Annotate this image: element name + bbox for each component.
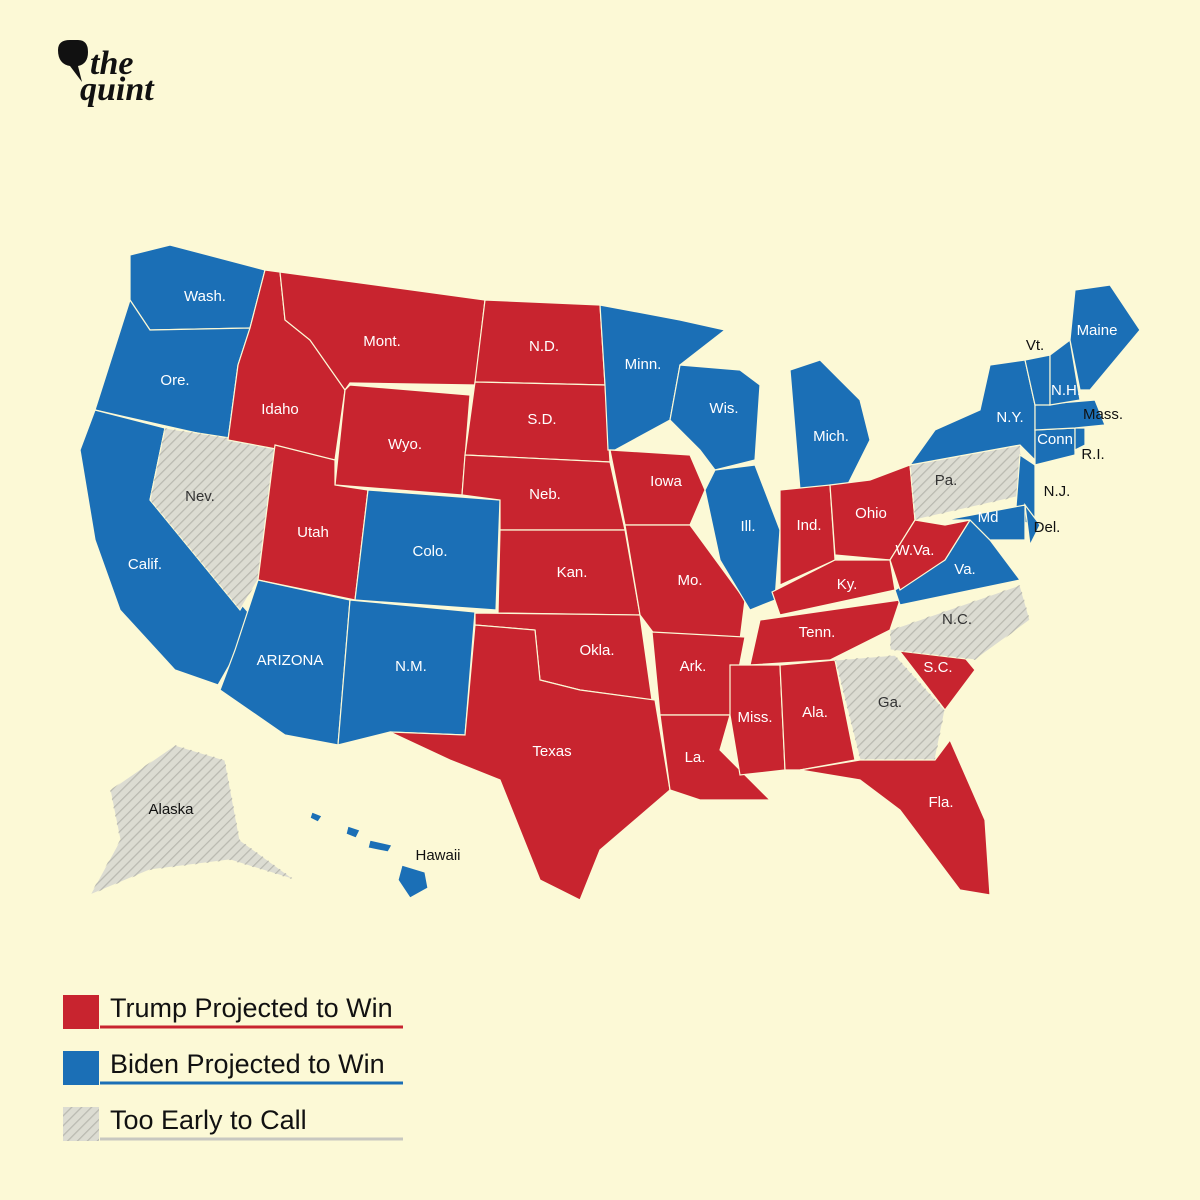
legend-swatch <box>63 995 99 1029</box>
state-label: Maine <box>1077 322 1118 339</box>
state-shape <box>771 559 896 616</box>
state-label: Md <box>978 509 999 526</box>
state-label: N.H. <box>1051 382 1081 399</box>
state-hatch <box>90 745 295 895</box>
state-label: Ore. <box>160 372 189 389</box>
state-label: S.D. <box>527 411 556 428</box>
state-label: Mont. <box>363 333 401 350</box>
state-label: Okla. <box>579 642 614 659</box>
state-shape <box>749 599 901 666</box>
logo-line1: the <box>90 45 133 82</box>
state-label: Ark. <box>680 658 707 675</box>
state-shape <box>354 489 501 611</box>
legend-hatch <box>63 1107 99 1141</box>
state-shape <box>367 839 393 853</box>
state-label: S.C. <box>923 659 952 676</box>
state-label: Neb. <box>529 486 561 503</box>
state-label: Ala. <box>802 704 828 721</box>
state-label: Iowa <box>650 473 682 490</box>
state-label: Hawaii <box>415 847 460 864</box>
state-labels: Wash. Ore. Calif. Nev. Idaho Mont. Wyo. Utah Col… <box>128 288 1123 864</box>
state-label: Texas <box>532 743 571 760</box>
state-label: N.M. <box>395 658 427 675</box>
state-shape <box>799 738 991 896</box>
state-label: Calif. <box>128 556 162 573</box>
state-label: Mass. <box>1083 406 1123 423</box>
state-shape <box>944 504 1026 541</box>
state-hatch <box>890 585 1030 660</box>
state-shape <box>1034 399 1106 431</box>
state-shape <box>1049 338 1081 406</box>
state-hatch <box>835 655 945 760</box>
state-label: Wyo. <box>388 436 422 453</box>
state-shape <box>1069 284 1141 391</box>
state-shape <box>397 864 429 899</box>
states <box>79 244 1141 901</box>
state-label: Ind. <box>796 517 821 534</box>
state-label: Ill. <box>741 518 756 535</box>
state-label: Idaho <box>261 401 299 418</box>
state-label: R.I. <box>1081 446 1104 463</box>
state-shape <box>729 664 786 776</box>
state-label: Mich. <box>813 428 849 445</box>
state-label: Del. <box>1034 519 1061 536</box>
legend-label: Trump Projected to Win <box>110 993 393 1023</box>
state-label: La. <box>685 749 706 766</box>
legend-label: Too Early to Call <box>110 1105 307 1135</box>
logo: the quint <box>58 40 155 108</box>
state-label: Ky. <box>837 576 858 593</box>
legend-swatch <box>63 1051 99 1085</box>
state-label: N.C. <box>942 611 972 628</box>
legend-label: Biden Projected to Win <box>110 1049 385 1079</box>
state-label: Tenn. <box>799 624 836 641</box>
state-label: Wash. <box>184 288 226 305</box>
logo-line2: quint <box>80 71 155 108</box>
state-shape <box>345 825 361 839</box>
state-shape <box>334 384 471 496</box>
state-label: Alaska <box>148 801 194 818</box>
state-shape <box>1024 502 1041 548</box>
state-label: Vt. <box>1026 337 1044 354</box>
state-label: Ohio <box>855 505 887 522</box>
state-label: N.D. <box>529 338 559 355</box>
state-shape <box>309 811 323 823</box>
state-label: Ga. <box>878 694 902 711</box>
state-shape <box>389 624 671 901</box>
state-label: Fla. <box>928 794 953 811</box>
state-label: Kan. <box>557 564 588 581</box>
logo-icon <box>58 40 88 82</box>
state-label: Mo. <box>677 572 702 589</box>
state-shape <box>704 464 781 611</box>
state-label: N.J. <box>1044 483 1071 500</box>
state-label: Pa. <box>935 472 958 489</box>
state-label: ARIZONA <box>257 652 324 669</box>
state-label: Utah <box>297 524 329 541</box>
state-label: N.Y. <box>996 409 1023 426</box>
state-label: Colo. <box>412 543 447 560</box>
state-label: W.Va. <box>896 542 935 559</box>
state-hatch <box>910 445 1025 520</box>
state-label: Minn. <box>625 356 662 373</box>
state-hatch <box>150 428 275 610</box>
state-label: Va. <box>954 561 975 578</box>
state-shape <box>789 359 871 491</box>
legend: Trump Projected to Win Biden Projected to… <box>63 993 403 1141</box>
state-shape <box>669 364 761 471</box>
state-label: Wis. <box>709 400 738 417</box>
state-shape <box>609 449 706 526</box>
state-label: Nev. <box>185 488 215 505</box>
state-label: Conn <box>1037 431 1073 448</box>
state-label: Miss. <box>738 709 773 726</box>
state-shape <box>1074 427 1086 451</box>
